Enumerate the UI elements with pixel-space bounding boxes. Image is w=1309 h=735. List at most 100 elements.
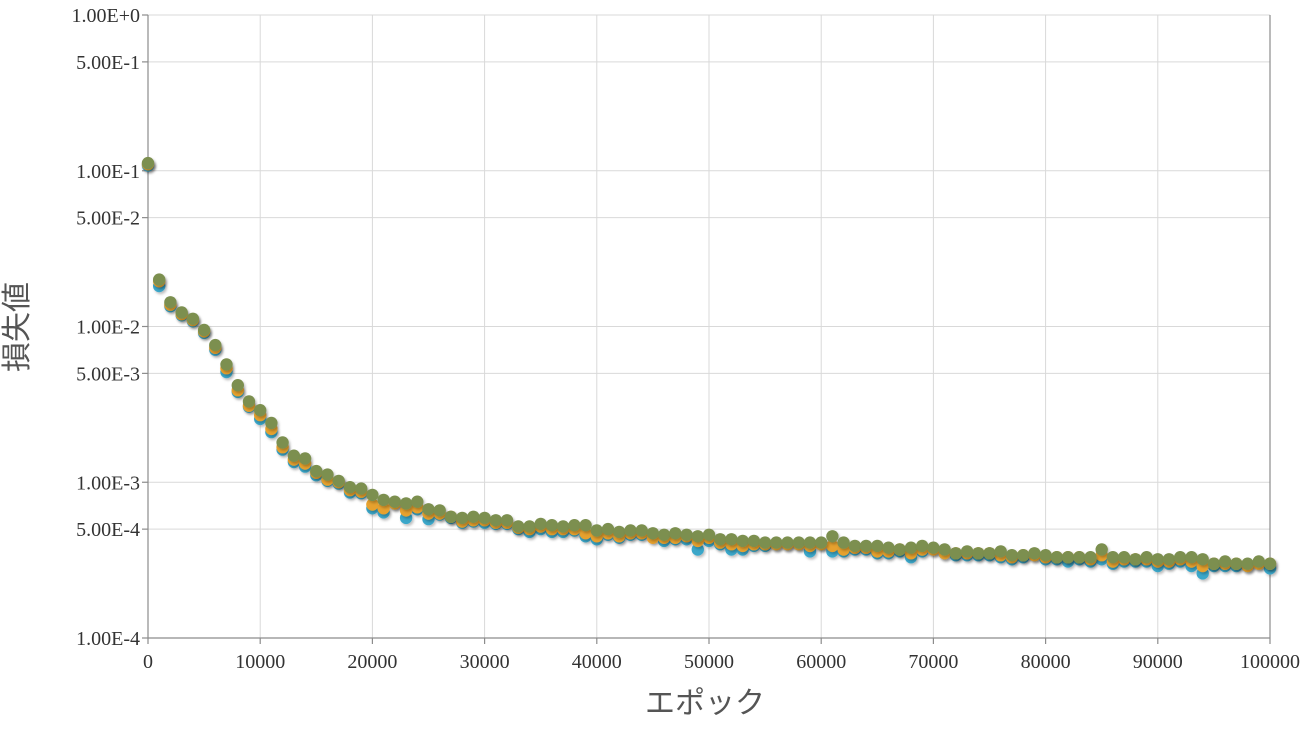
x-tick-label: 70000 [908,651,958,673]
data-point [882,541,895,554]
data-point [590,524,603,537]
data-point [265,416,278,430]
data-point [287,449,301,462]
x-tick-label: 10000 [235,651,285,673]
data-point [1129,553,1142,566]
data-point [680,528,693,541]
data-point [1241,557,1254,570]
data-point [478,511,491,525]
data-point [983,547,996,560]
data-point [355,482,368,495]
data-point [826,539,839,553]
data-point [691,530,704,543]
data-point [500,514,514,527]
data-point [220,358,233,371]
data-point [186,312,200,325]
x-tick-label: 100000 [1240,651,1300,673]
data-point [175,306,188,319]
data-point [725,533,738,546]
data-point [960,545,974,558]
data-point [1218,555,1232,568]
data-point [1252,555,1266,568]
data-point [399,497,413,510]
data-point [366,488,379,502]
data-point [601,522,615,536]
data-point [1050,551,1064,564]
data-point [826,530,839,543]
y-axis-ticks: 1.00E+0 5.00E-1 1.00E-1 5.00E-2 1.00E-2 5.00E… [72,5,148,650]
data-point [770,536,783,549]
data-point [534,517,547,531]
y-tick-label: 1.00E-3 [76,472,140,494]
data-point [254,404,267,417]
data-point [568,519,581,532]
data-point [893,543,906,556]
data-point [523,520,536,533]
x-tick-label: 60000 [796,651,846,673]
x-tick-label: 40000 [572,651,622,673]
x-axis-title: エポック [645,686,765,721]
data-point [927,541,940,554]
data-point [837,536,850,549]
data-point [714,533,727,546]
data-point [859,539,873,553]
x-tick-label: 80000 [1021,651,1071,673]
data-point [747,534,761,548]
y-tick-label: 1.00E+0 [72,5,141,27]
data-point [916,539,929,553]
data-point [141,156,155,170]
data-point [702,528,716,541]
data-point [332,474,345,488]
data-point [1151,553,1165,566]
data-point [646,527,660,540]
data-point [1230,557,1243,570]
data-point [1117,551,1131,564]
data-point [242,395,256,408]
y-tick-label: 5.00E-4 [76,519,140,541]
x-tick-label: 0 [143,651,153,673]
data-point [1073,551,1086,564]
data-point [489,514,502,527]
data-point [1196,553,1209,566]
data-point [556,520,570,533]
data-point [388,495,401,508]
data-point [197,323,211,337]
data-point [343,481,357,494]
data-point [949,547,962,560]
y-tick-label: 5.00E-2 [76,208,140,230]
y-tick-label: 5.00E-1 [76,52,140,74]
x-tick-label: 30000 [460,651,510,673]
data-point [815,536,828,549]
data-point [377,493,390,507]
data-point [1017,549,1030,562]
data-point [871,539,884,553]
data-point [545,519,559,532]
data-point [1174,551,1187,564]
data-point [209,338,222,352]
data-point [579,519,592,532]
data-point [691,543,704,556]
data-point [231,379,244,392]
data-point [1162,553,1176,566]
data-point [792,536,805,549]
data-point [456,511,469,525]
data-point [164,296,177,309]
data-point [411,495,424,508]
data-point [972,547,985,560]
data-point [1106,551,1120,564]
data-point [1084,551,1097,564]
data-point [298,452,312,465]
data-point [1140,551,1153,564]
x-tick-label: 90000 [1133,651,1183,673]
data-point [1207,557,1221,570]
data-point [781,536,794,549]
data-point [1028,547,1041,560]
data-point [803,536,817,549]
data-point [1095,543,1108,556]
y-tick-label: 1.00E-2 [76,317,140,339]
data-point [635,524,648,537]
y-tick-label: 1.00E-4 [76,628,140,650]
x-tick-label: 50000 [684,651,734,673]
data-point [276,436,289,449]
